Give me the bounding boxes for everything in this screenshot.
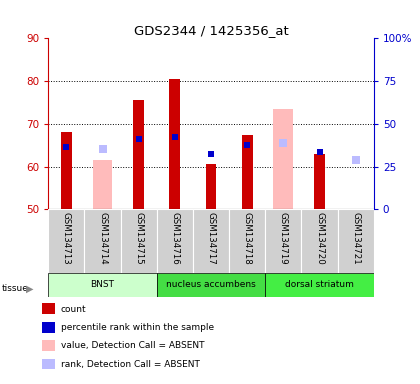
Text: GSM134716: GSM134716 xyxy=(171,212,179,265)
Text: BNST: BNST xyxy=(91,280,115,289)
Bar xyxy=(265,209,302,273)
Bar xyxy=(169,79,180,209)
Bar xyxy=(273,109,293,209)
Bar xyxy=(157,273,265,297)
Bar xyxy=(84,209,121,273)
Bar xyxy=(229,209,265,273)
Bar xyxy=(61,132,72,209)
Text: percentile rank within the sample: percentile rank within the sample xyxy=(61,323,214,332)
Text: nucleus accumbens: nucleus accumbens xyxy=(166,280,256,289)
Text: GSM134713: GSM134713 xyxy=(62,212,71,265)
Bar xyxy=(157,209,193,273)
Text: GSM134717: GSM134717 xyxy=(207,212,215,265)
Bar xyxy=(302,209,338,273)
Text: dorsal striatum: dorsal striatum xyxy=(285,280,354,289)
Bar xyxy=(314,154,325,209)
Text: GSM134715: GSM134715 xyxy=(134,212,143,265)
Bar xyxy=(193,209,229,273)
Text: GSM134714: GSM134714 xyxy=(98,212,107,265)
Bar xyxy=(206,164,216,209)
Bar xyxy=(133,100,144,209)
Text: GSM134718: GSM134718 xyxy=(243,212,252,265)
Bar xyxy=(48,209,84,273)
Text: GSM134720: GSM134720 xyxy=(315,212,324,265)
Bar xyxy=(265,273,374,297)
Text: GSM134721: GSM134721 xyxy=(351,212,360,265)
Text: value, Detection Call = ABSENT: value, Detection Call = ABSENT xyxy=(61,341,205,351)
Bar xyxy=(92,160,113,209)
Text: tissue: tissue xyxy=(2,284,29,293)
Text: GSM134719: GSM134719 xyxy=(279,212,288,265)
Text: ▶: ▶ xyxy=(26,284,34,294)
Bar xyxy=(338,209,374,273)
Text: count: count xyxy=(61,305,87,314)
Bar xyxy=(242,134,253,209)
Bar xyxy=(48,273,157,297)
Bar xyxy=(121,209,157,273)
Text: rank, Detection Call = ABSENT: rank, Detection Call = ABSENT xyxy=(61,360,200,369)
Title: GDS2344 / 1425356_at: GDS2344 / 1425356_at xyxy=(134,24,289,37)
